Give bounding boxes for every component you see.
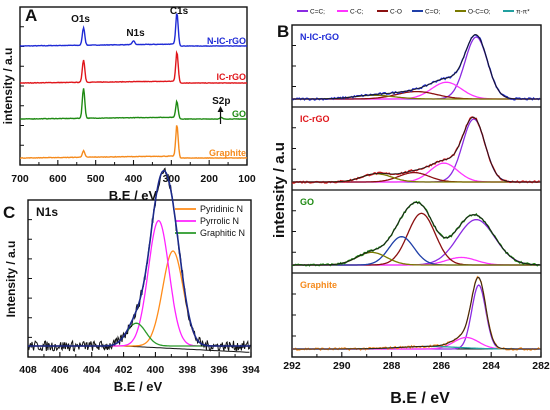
envelope-fit [292,116,540,183]
survey-line-n-ic-rgo [19,13,248,47]
x-axis-label: B.E / eV [114,379,163,394]
peak-label: O1s [71,14,90,25]
x-tick-label: 292 [283,360,301,372]
x-tick-label: 408 [19,364,37,376]
panel-c-letter: C [3,203,15,222]
component-peak [28,219,251,347]
x-tick-label: 500 [87,173,105,185]
legend-label: C-C; [350,9,364,16]
x-tick-label: 700 [11,173,29,185]
survey-line-go [19,88,248,120]
envelope-fit [292,201,540,266]
x-axis-label: B.E / eV [109,188,158,203]
x-tick-label: 396 [210,364,228,376]
series-label: N-IC-rGO [207,36,246,46]
envelope-fit [292,276,540,350]
x-axis-label: B.E / eV [390,390,450,407]
subpanel-label: GO [300,197,314,207]
legend-label: O-C=O; [468,9,491,16]
subpanel-label: Graphite [300,280,337,290]
x-tick-label: 400 [125,173,143,185]
x-tick-label: 406 [51,364,69,376]
survey-line-graphite [20,125,248,159]
panel-b-chart: 292 290 288 286 284 282 B B.E / eV intensity / a… [271,9,550,408]
legend-label: Pyrrolic N [200,216,239,226]
envelope-fit [292,34,540,100]
component-peak [28,250,251,347]
chart-title: N1s [36,205,58,219]
panel-b-frame [291,24,542,358]
component-peak [292,36,540,100]
legend-label: C=O; [425,9,441,16]
component-peak [292,256,540,266]
y-axis-label: intensity / a.u [1,48,15,125]
legend-label: Graphitic N [200,228,245,238]
x-tick-label: 284 [482,360,500,372]
x-tick-label: 600 [49,173,67,185]
survey-line-ic-rgo [19,49,247,84]
legend-label: π-π* [516,9,530,16]
x-tick-label: 404 [83,364,101,376]
y-axis-label: Intensity / a.u [4,241,18,318]
subpanel-label: N-IC-rGO [300,32,339,42]
component-peak [292,81,540,100]
legend-label: Pyridinic N [200,204,243,214]
x-tick-label: 400 [147,364,165,376]
x-tick-label: 290 [333,360,351,372]
component-peak [292,236,540,266]
panel-c-chart: 408 406 404 402 400 398 396 394 C N1s B.E / eV Inte… [3,167,260,394]
peak-label: C1s [170,6,189,17]
x-tick-label: 288 [383,360,401,372]
x-tick-label: 286 [433,360,451,372]
y-axis-label: intensity / a.u [271,142,288,238]
peak-label: N1s [126,28,145,39]
peak-label: S2p [212,96,230,107]
measured-spectrum [291,34,541,101]
x-tick-label: 100 [238,173,256,185]
x-tick-label: 200 [200,173,218,185]
x-tick-label: 394 [242,364,260,376]
arrow-head [217,106,224,112]
measured-spectrum [291,200,540,267]
panel-a-letter: A [25,6,37,25]
legend-label: C=C; [310,9,325,16]
series-label: IC-rGO [216,72,246,82]
series-label: Graphite [209,148,246,158]
component-peak [292,284,540,350]
x-tick-label: 300 [163,173,181,185]
x-tick-label: 282 [532,360,550,372]
subpanel-label: IC-rGO [300,114,330,124]
legend-label: C-O [390,9,402,16]
component-peak [292,212,540,266]
component-peak [292,251,540,266]
x-tick-label: 402 [115,364,133,376]
panel-a-chart: 700 600 500 400 300 200 100 A B.E / eV intensity … [1,6,256,203]
x-tick-label: 398 [179,364,197,376]
component-peak [292,218,540,266]
series-label: GO [232,109,246,119]
panel-b-letter: B [277,22,289,41]
envelope-fit [28,170,251,347]
